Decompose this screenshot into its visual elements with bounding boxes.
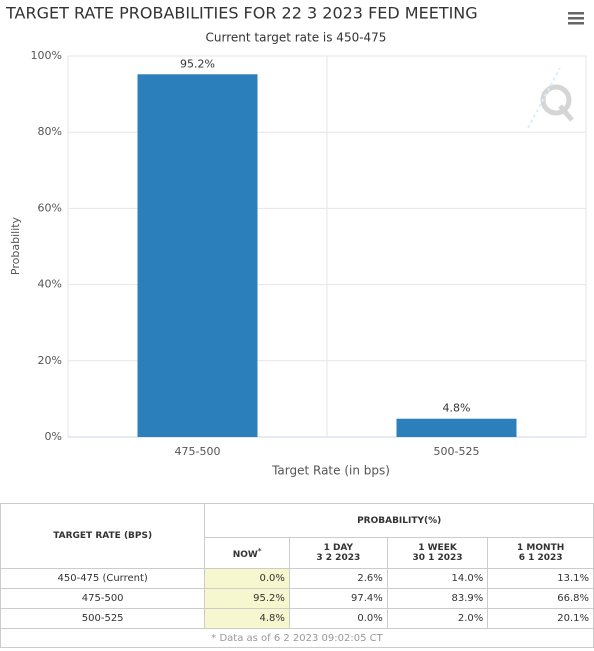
table-cell: 97.4% [288, 588, 388, 609]
column-date: 6 1 2023 [518, 553, 563, 563]
column-label: 1 MONTH [517, 543, 565, 553]
table-row: 500-525 4.8% 0.0% 2.0% 20.1% [0, 608, 594, 629]
probability-table: TARGET RATE (BPS) PROBABILITY(%) NOW* 1 DAY… [0, 503, 594, 648]
table-cell: 0.0% [288, 608, 388, 629]
column-header: 1 MONTH 6 1 2023 [487, 537, 594, 569]
table-row: TARGET RATE (BPS) PROBABILITY(%) [0, 503, 594, 569]
y-axis-label: Probability [9, 216, 22, 275]
table-cell: 475-500 [0, 588, 206, 609]
column-label: NOW [232, 549, 258, 560]
watermark-logo [527, 67, 574, 129]
table-cell: 0.0% [204, 568, 290, 589]
column-label: 1 DAY [323, 543, 354, 553]
y-tick-label: 40% [38, 278, 62, 291]
chart: TARGET RATE PROBABILITIES FOR 22 3 2023 … [5, 4, 587, 478]
data-label: 4.8% [443, 402, 471, 415]
table-cell: 20.1% [487, 608, 594, 629]
column-date: 3 2 2023 [316, 553, 361, 563]
bar [396, 418, 517, 437]
data-label: 95.2% [180, 57, 215, 70]
table-cell: 4.8% [204, 608, 290, 629]
column-label: 1 WEEK [418, 543, 457, 553]
table-row: * Data as of 6 2 2023 09:02:05 CT [0, 628, 594, 648]
x-tick-label: 475-500 [175, 445, 221, 458]
y-tick-label: 20% [38, 354, 62, 367]
row-header: TARGET RATE (BPS) [0, 503, 206, 569]
table-cell: 14.0% [386, 568, 489, 589]
table-cell: 95.2% [204, 588, 290, 609]
group-header: PROBABILITY(%) [204, 503, 594, 538]
table-cell: 450-475 (Current) [0, 568, 206, 589]
y-tick-label: 0% [45, 430, 62, 443]
chart-title: TARGET RATE PROBABILITIES FOR 22 3 2023 … [5, 4, 478, 23]
table-row: 450-475 (Current) 0.0% 2.6% 14.0% 13.1% [0, 568, 594, 589]
table-cell: 2.0% [386, 608, 489, 629]
table-cell: 2.6% [288, 568, 388, 589]
table-cell: 500-525 [0, 608, 206, 629]
column-header: 1 WEEK 30 1 2023 [386, 537, 489, 569]
table-cell: 66.8% [487, 588, 594, 609]
x-tick-label: 500-525 [434, 445, 480, 458]
footnote: * Data as of 6 2 2023 09:02:05 CT [0, 628, 594, 648]
table-cell: 83.9% [386, 588, 489, 609]
column-header: 1 DAY 3 2 2023 [288, 537, 388, 569]
column-date: 30 1 2023 [412, 553, 463, 563]
chart-subtitle: Current target rate is 450-475 [206, 31, 387, 45]
bar [137, 74, 258, 438]
menu-button[interactable] [568, 12, 584, 25]
footnote-mark: * [257, 546, 262, 555]
y-tick-label: 100% [31, 49, 62, 62]
column-header: NOW* [204, 537, 290, 569]
x-axis-label: Target Rate (in bps) [271, 464, 390, 478]
table-row: 475-500 95.2% 97.4% 83.9% 66.8% [0, 588, 594, 609]
y-tick-label: 60% [38, 201, 62, 214]
y-tick-label: 80% [38, 125, 62, 138]
table-cell: 13.1% [487, 568, 594, 589]
